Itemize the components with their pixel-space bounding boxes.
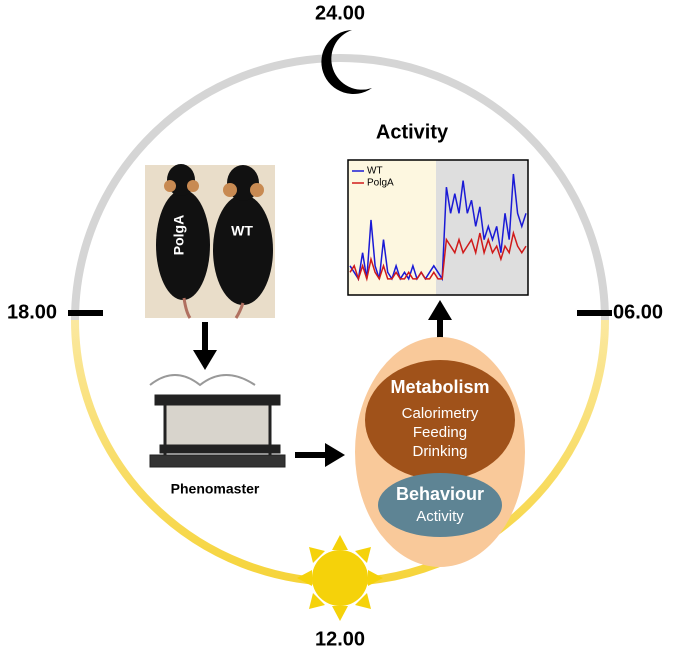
arrow: [193, 322, 217, 370]
metabolism-oval: [365, 360, 515, 480]
metabolism-item: Drinking: [412, 443, 467, 460]
time-label: 24.00: [315, 2, 365, 24]
behaviour-item: Activity: [416, 508, 464, 525]
time-label: 18.00: [7, 301, 57, 323]
metabolism-title: Metabolism: [390, 377, 489, 397]
arrow: [295, 443, 345, 467]
series-line: [349, 230, 527, 282]
phenomaster-device: [149, 374, 286, 468]
sun-icon: [297, 535, 383, 621]
mice-photo: [145, 164, 275, 319]
time-label: 06.00: [613, 301, 663, 323]
chart-frame: [347, 159, 529, 296]
night-arc: [71, 54, 609, 321]
mouse-label: PolgA: [171, 215, 187, 255]
metabolism-item: Calorimetry: [402, 405, 479, 422]
time-label: 12.00: [315, 628, 365, 650]
moon-icon: [321, 30, 372, 94]
behaviour-title: Behaviour: [396, 484, 484, 504]
legend-label: PolgA: [367, 178, 394, 189]
device-label: Phenomaster: [171, 481, 260, 497]
metabolism-item: Feeding: [413, 424, 467, 441]
behaviour-oval: [378, 473, 502, 537]
mouse-label: WT: [231, 223, 253, 239]
chart-title: Activity: [376, 121, 449, 143]
arrow: [428, 300, 452, 350]
legend-label: WT: [367, 166, 383, 177]
